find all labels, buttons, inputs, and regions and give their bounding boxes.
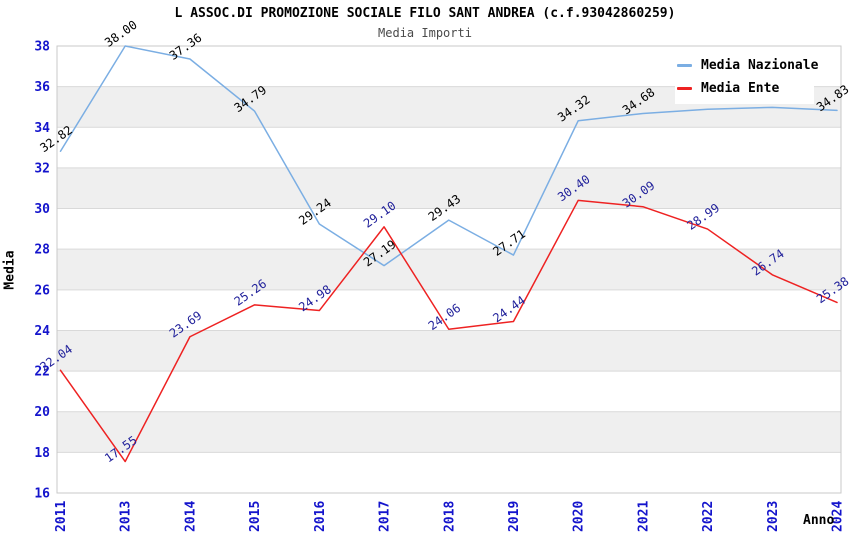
- plot-band: [57, 330, 841, 372]
- x-tick-label: 2018: [442, 501, 457, 532]
- legend-label-media-ente: Media Ente: [701, 81, 780, 96]
- y-tick-label: 22: [34, 365, 50, 380]
- x-tick-label: 2022: [701, 501, 716, 532]
- y-tick-label: 24: [34, 324, 50, 339]
- plot-band: [57, 249, 841, 290]
- x-tick-label: 2017: [378, 501, 393, 532]
- media-ente-line-swatch: [677, 87, 692, 90]
- x-tick-label: 2014: [183, 501, 198, 532]
- x-tick-label: 2020: [572, 501, 587, 532]
- x-tick-label: 2021: [636, 501, 651, 532]
- plot-border: [56, 45, 842, 494]
- legend-item-media-ente: Media Ente: [677, 81, 814, 96]
- series-line-media-nazionale: [59, 45, 838, 267]
- y-tick-label: 32: [34, 161, 50, 176]
- chart-subtitle: Media Importi: [378, 26, 472, 40]
- plot-band: [57, 167, 841, 209]
- y-tick-label: 38: [34, 40, 50, 55]
- series-line-media-ente: [59, 199, 838, 463]
- point-label: 38.00: [102, 18, 140, 50]
- legend-label-media-nazionale: Media Nazionale: [701, 58, 819, 73]
- media-nazionale-line-swatch: [677, 64, 692, 67]
- legend: Media Nazionale Media Ente: [675, 50, 818, 104]
- y-tick-label: 28: [34, 243, 50, 258]
- x-tick-label: 2019: [507, 501, 522, 532]
- y-tick-label: 30: [34, 202, 50, 217]
- y-tick-label: 34: [34, 121, 50, 136]
- y-tick-label: 26: [34, 283, 50, 298]
- chart-title: L ASSOC.DI PROMOZIONE SOCIALE FILO SANT …: [174, 6, 676, 21]
- y-tick-label: 16: [34, 487, 50, 502]
- y-tick-label: 36: [34, 80, 50, 95]
- x-tick-label: 2023: [766, 501, 781, 532]
- point-label: 24.44: [490, 293, 528, 325]
- y-tick-label: 20: [34, 405, 50, 420]
- legend-item-media-nazionale: Media Nazionale: [677, 58, 818, 73]
- y-axis-title: Media: [2, 250, 18, 290]
- x-tick-label: 2016: [313, 501, 328, 532]
- x-axis-title: Anno: [803, 513, 835, 528]
- plot-band: [57, 411, 841, 453]
- x-tick-label: 2015: [248, 501, 263, 532]
- y-tick-label: 18: [34, 446, 50, 461]
- x-tick-label: 2013: [119, 501, 134, 532]
- x-tick-label: 2024: [831, 501, 846, 532]
- x-tick-label: 2011: [54, 501, 69, 532]
